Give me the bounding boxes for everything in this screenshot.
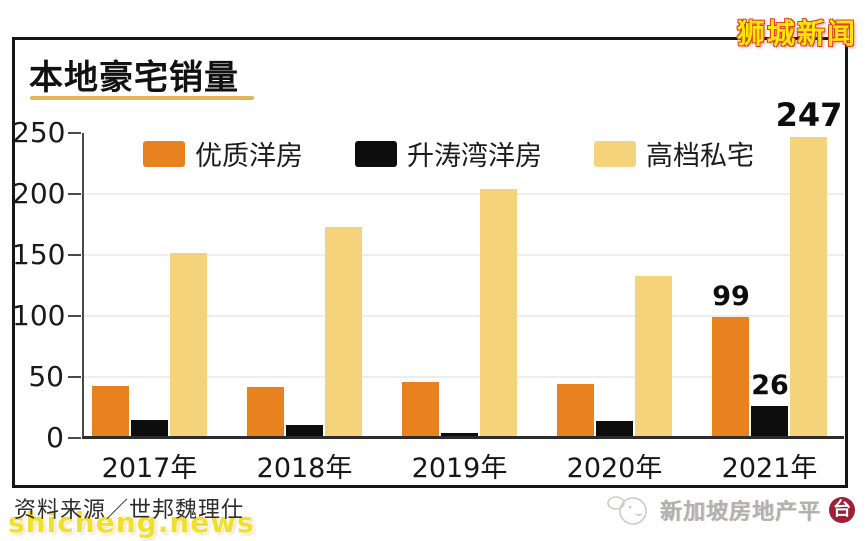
y-axis-tick [68, 315, 81, 317]
brand-watermark: 狮城新闻 [736, 17, 857, 50]
y-axis-label: 100 [12, 299, 66, 332]
bar-series1-year2017 [92, 385, 129, 438]
bar-series3-year2017 [170, 252, 207, 438]
y-axis-tick [68, 132, 81, 134]
bar-group-2021: 99 26 247 [712, 98, 842, 438]
y-axis-tick [68, 254, 81, 256]
bar-series1-year2020 [557, 384, 594, 438]
y-axis-tick [68, 193, 81, 195]
bar-series1-year2021 [712, 317, 749, 438]
y-axis-label: 0 [46, 421, 64, 454]
legend-item: 优质洋房 [143, 134, 303, 173]
y-axis-tick [68, 437, 81, 439]
bar-group-2019 [402, 133, 517, 438]
legend-label: 高档私宅 [646, 141, 754, 172]
platform-badge: 台 [829, 497, 855, 523]
platform-watermark: 新加坡房地产平 台 [606, 494, 855, 526]
bar-series1-year2018 [247, 386, 284, 438]
bar-series2-year2019 [441, 433, 478, 438]
gridline [84, 193, 844, 195]
x-axis-label: 2021年 [721, 453, 818, 484]
chart-title: 本地豪宅销量 [29, 58, 239, 98]
x-axis-label: 2020年 [566, 453, 663, 484]
legend-item: 升涛湾洋房 [355, 134, 542, 173]
bar-series2-year2018 [286, 424, 323, 438]
x-axis-label: 2017年 [101, 453, 198, 484]
source-note: 资料来源／世邦魏理仕 [14, 498, 245, 523]
gridline [84, 254, 844, 256]
bar-series3-year2018 [325, 226, 362, 438]
y-axis-tick [68, 376, 81, 378]
legend-label: 优质洋房 [195, 141, 303, 172]
y-axis-label: 50 [28, 360, 64, 393]
legend-swatch [594, 140, 636, 167]
site-watermark: shicheng.news [8, 506, 255, 539]
gridline [84, 376, 844, 378]
bar-series2-year2020 [596, 420, 633, 438]
y-axis-label: 150 [12, 238, 66, 271]
legend-item: 高档私宅 [594, 134, 754, 173]
platform-watermark-text: 新加坡房地产平 [659, 500, 821, 525]
gridline [84, 315, 844, 317]
bar-series3-year2019 [480, 189, 517, 438]
legend-swatch [143, 140, 185, 167]
platform-logo-icon [607, 496, 647, 525]
data-label: 99 [712, 281, 750, 313]
bar-series2-year2021 [751, 406, 788, 438]
x-axis-label: 2019年 [411, 453, 508, 484]
bar-series1-year2019 [402, 381, 439, 438]
y-axis-label: 250 [12, 116, 66, 149]
title-underline [30, 96, 254, 100]
legend-swatch [355, 140, 397, 167]
x-axis-label: 2018年 [256, 453, 353, 484]
legend: 优质洋房 升涛湾洋房 高档私宅 [143, 134, 754, 173]
bar-group-2017 [92, 133, 207, 438]
bar-series2-year2017 [131, 419, 168, 438]
y-axis-label: 200 [12, 177, 66, 210]
bar-group-2018 [247, 133, 362, 438]
legend-label: 升涛湾洋房 [407, 141, 542, 172]
bar-group-2020 [557, 133, 672, 438]
data-label: 26 [751, 370, 789, 402]
chart-frame: 本地豪宅销量 优质洋房 升涛湾洋房 高档私宅 0 50 100 150 200 250 2017… [12, 37, 848, 488]
bar-series3-year2020 [635, 275, 672, 438]
data-label: 247 [775, 95, 843, 134]
x-axis-line [82, 436, 844, 439]
plot-area: 0 50 100 150 200 250 2017年 2018年 2019年 2020年 99 26 2… [12, 98, 844, 484]
bar-series3-year2021 [790, 136, 827, 438]
